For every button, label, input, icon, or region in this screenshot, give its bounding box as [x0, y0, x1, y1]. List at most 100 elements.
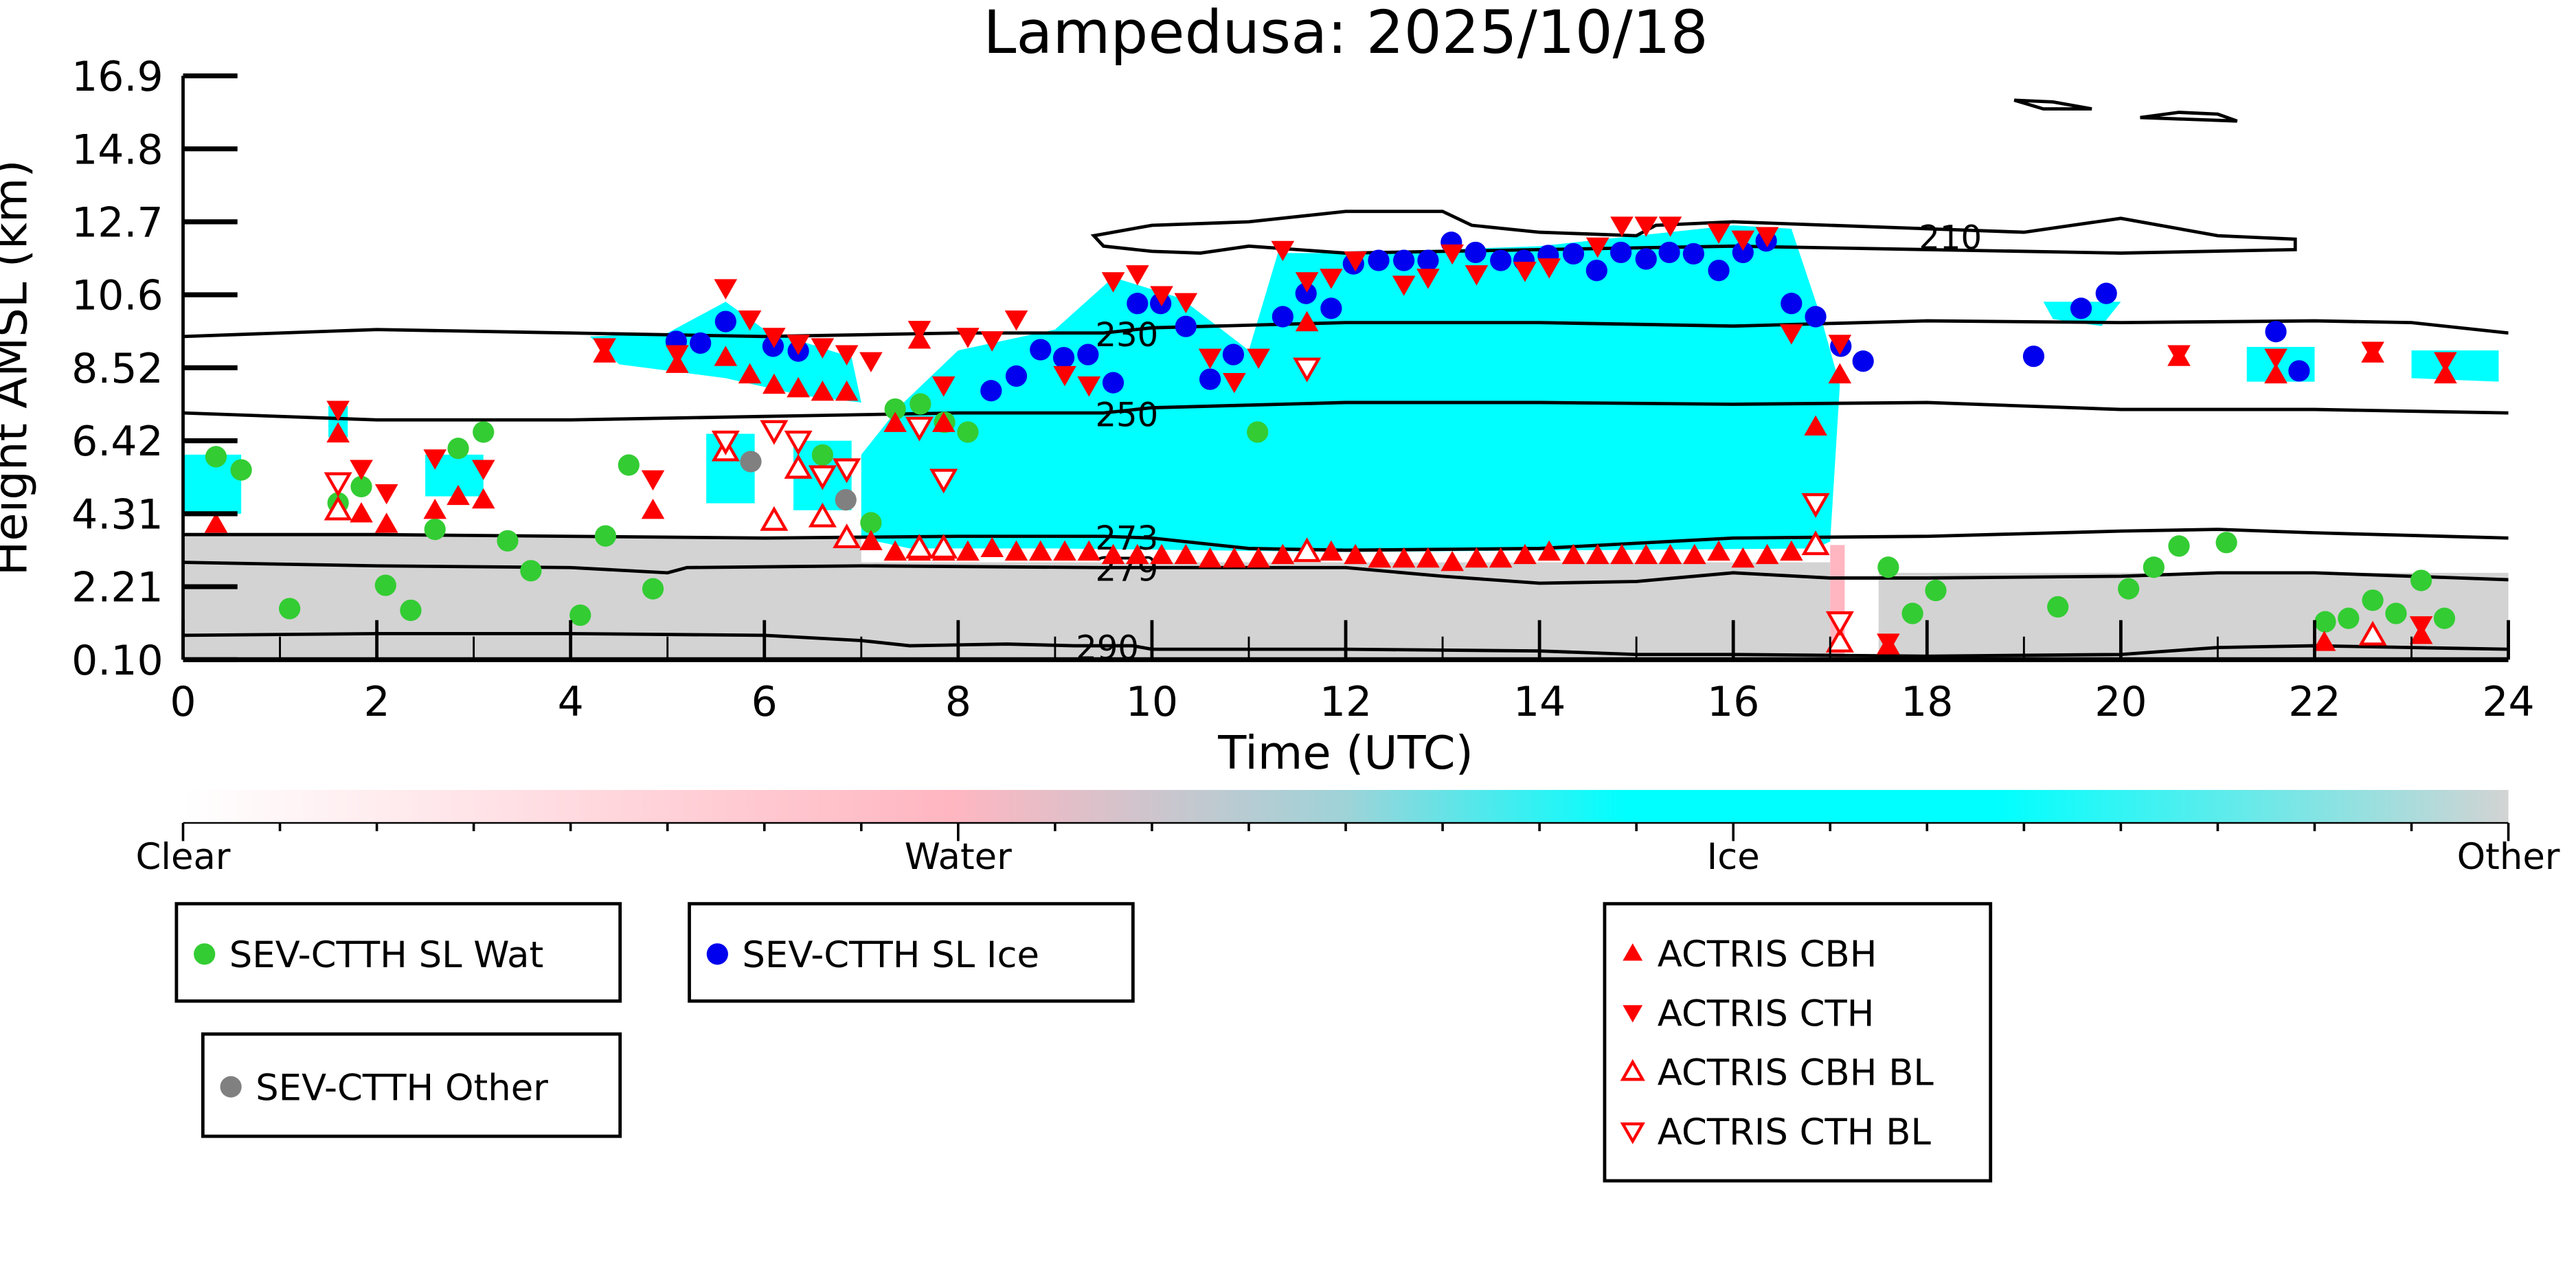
- sev-ctth-sl-ice-marker: [1368, 249, 1390, 271]
- actris-cbh-marker: [1004, 540, 1028, 561]
- actris-cbh-marker: [641, 498, 665, 519]
- y-tick-label: 4.31: [71, 490, 163, 539]
- sev-ctth-sl-wat-marker: [473, 421, 495, 443]
- phase-region-other: [183, 534, 1831, 660]
- actris-cth-marker: [956, 328, 980, 348]
- y-tick-label: 14.8: [71, 126, 163, 174]
- actris-cth-bl-marker: [1825, 611, 1854, 636]
- actris-cbh-marker: [1174, 543, 1198, 565]
- sev-ctth-sl-ice-marker: [980, 380, 1002, 402]
- actris-cth-bl-marker: [784, 430, 813, 455]
- sev-ctth-sl-wat-marker: [618, 454, 640, 476]
- actris-cth-marker: [714, 279, 738, 300]
- contour-line: [1090, 210, 2297, 255]
- actris-cth-bl-marker: [833, 458, 861, 484]
- actris-cbh-marker: [1658, 543, 1682, 565]
- sev-ctth-sl-ice-marker: [1852, 350, 1874, 372]
- actris-cbh-marker: [1537, 540, 1561, 561]
- actris-cth-marker: [326, 400, 350, 421]
- actris-cth-marker: [931, 376, 956, 397]
- actris-cth-marker: [811, 338, 835, 359]
- colorbar-ticks: Clear Water Ice Other: [135, 822, 2560, 878]
- sev-ctth-sl-ice-marker: [1175, 315, 1197, 337]
- sev-ctth-sl-wat-marker: [2215, 532, 2237, 554]
- legend-box: SEV-CTTH Other: [201, 1032, 622, 1138]
- actris-cth-marker: [1295, 272, 1319, 293]
- actris-cth-marker: [1731, 230, 1755, 251]
- actris-cth-marker: [1077, 376, 1101, 397]
- actris-cbh-marker: [787, 376, 810, 398]
- sev-ctth-sl-ice-marker: [1490, 249, 1512, 271]
- sev-ctth-sl-ice-marker: [1417, 249, 1439, 271]
- sev-ctth-sl-ice-marker: [1585, 260, 1607, 282]
- sev-ctth-sl-ice-marker: [1805, 306, 1827, 328]
- sev-ctth-sl-wat-marker: [1877, 556, 1899, 578]
- data-markers: [204, 216, 2457, 655]
- actris-cbh-marker: [883, 411, 907, 432]
- sev-ctth-sl-wat-marker: [374, 574, 396, 596]
- actris-cbh-bl-marker: [324, 495, 352, 521]
- sev-ctth-sl-wat-marker: [642, 578, 664, 600]
- legend-marker: [194, 943, 216, 965]
- legend-label: ACTRIS CTH: [1658, 993, 1875, 1035]
- actris-cth-marker: [471, 460, 495, 480]
- sev-ctth-sl-ice-marker: [1393, 249, 1415, 271]
- actris-cth-marker: [1828, 335, 1852, 355]
- sev-ctth-sl-wat-marker: [884, 398, 906, 420]
- actris-cth-marker: [1780, 324, 1803, 345]
- legend-label: SEV-CTTH SL Wat: [229, 934, 543, 976]
- actris-cth-marker: [835, 345, 859, 365]
- legend-box: SEV-CTTH SL Wat: [174, 902, 622, 1003]
- sev-ctth-sl-ice-marker: [1005, 365, 1028, 387]
- contour-line: [183, 319, 2509, 339]
- actris-cbh-marker: [423, 498, 447, 519]
- sev-ctth-other-marker: [740, 451, 762, 473]
- actris-cbh-bl-marker: [1825, 627, 1854, 653]
- sev-ctth-sl-ice-marker: [1682, 242, 1704, 265]
- sev-ctth-sl-ice-marker: [1102, 372, 1125, 394]
- legend-marker: [220, 1076, 242, 1098]
- sev-ctth-sl-wat-marker: [400, 599, 422, 622]
- actris-cth-marker: [1610, 216, 1634, 237]
- contour-label: 279: [1096, 550, 1159, 589]
- colorbar-label-ice: Ice: [1707, 836, 1760, 878]
- actris-cbh-bl-marker: [1801, 530, 1830, 556]
- legend-label: ACTRIS CBH BL: [1658, 1052, 1934, 1094]
- y-tick-label: 0.10: [71, 637, 163, 685]
- sev-ctth-sl-ice-marker: [1222, 343, 1245, 365]
- sev-ctth-sl-wat-marker: [909, 393, 931, 415]
- x-tick-label: 24: [2482, 678, 2534, 726]
- sev-ctth-sl-wat-marker: [2338, 607, 2360, 629]
- actris-cth-marker: [374, 484, 398, 505]
- actris-cth-marker: [1416, 269, 1440, 289]
- actris-cth-marker: [350, 460, 373, 480]
- actris-cth-marker: [1537, 258, 1561, 279]
- actris-cbh-marker: [1682, 543, 1706, 565]
- actris-cth-marker: [2434, 352, 2457, 373]
- actris-cbh-marker: [204, 512, 228, 533]
- x-axis-label: Time (UTC): [1217, 726, 1473, 780]
- sev-ctth-sl-wat-marker: [350, 475, 372, 497]
- sev-ctth-sl-wat-marker: [205, 446, 227, 468]
- sev-ctth-sl-wat-marker: [2143, 556, 2165, 578]
- sev-ctth-sl-ice-marker: [1052, 347, 1075, 369]
- actris-cbh-marker: [738, 363, 762, 384]
- actris-cbh-marker: [1150, 543, 1173, 565]
- actris-cbh-marker: [762, 373, 786, 394]
- actris-cbh-marker: [980, 536, 1004, 558]
- x-tick-label: 2: [363, 678, 389, 726]
- actris-cth-marker: [593, 338, 616, 359]
- actris-cbh-marker: [1271, 543, 1295, 565]
- legend-frame: [201, 1032, 622, 1138]
- sev-ctth-sl-wat-marker: [2433, 607, 2456, 629]
- actris-cth-marker: [1465, 265, 1489, 286]
- actris-cth-marker: [666, 345, 689, 365]
- sev-ctth-sl-ice-marker: [2288, 360, 2310, 382]
- chart-title: Lampedusa: 2025/10/18: [983, 0, 1708, 67]
- legend-label: SEV-CTTH Other: [256, 1067, 548, 1109]
- actris-cth-marker: [1877, 633, 1900, 654]
- sev-ctth-sl-wat-marker: [2047, 596, 2069, 618]
